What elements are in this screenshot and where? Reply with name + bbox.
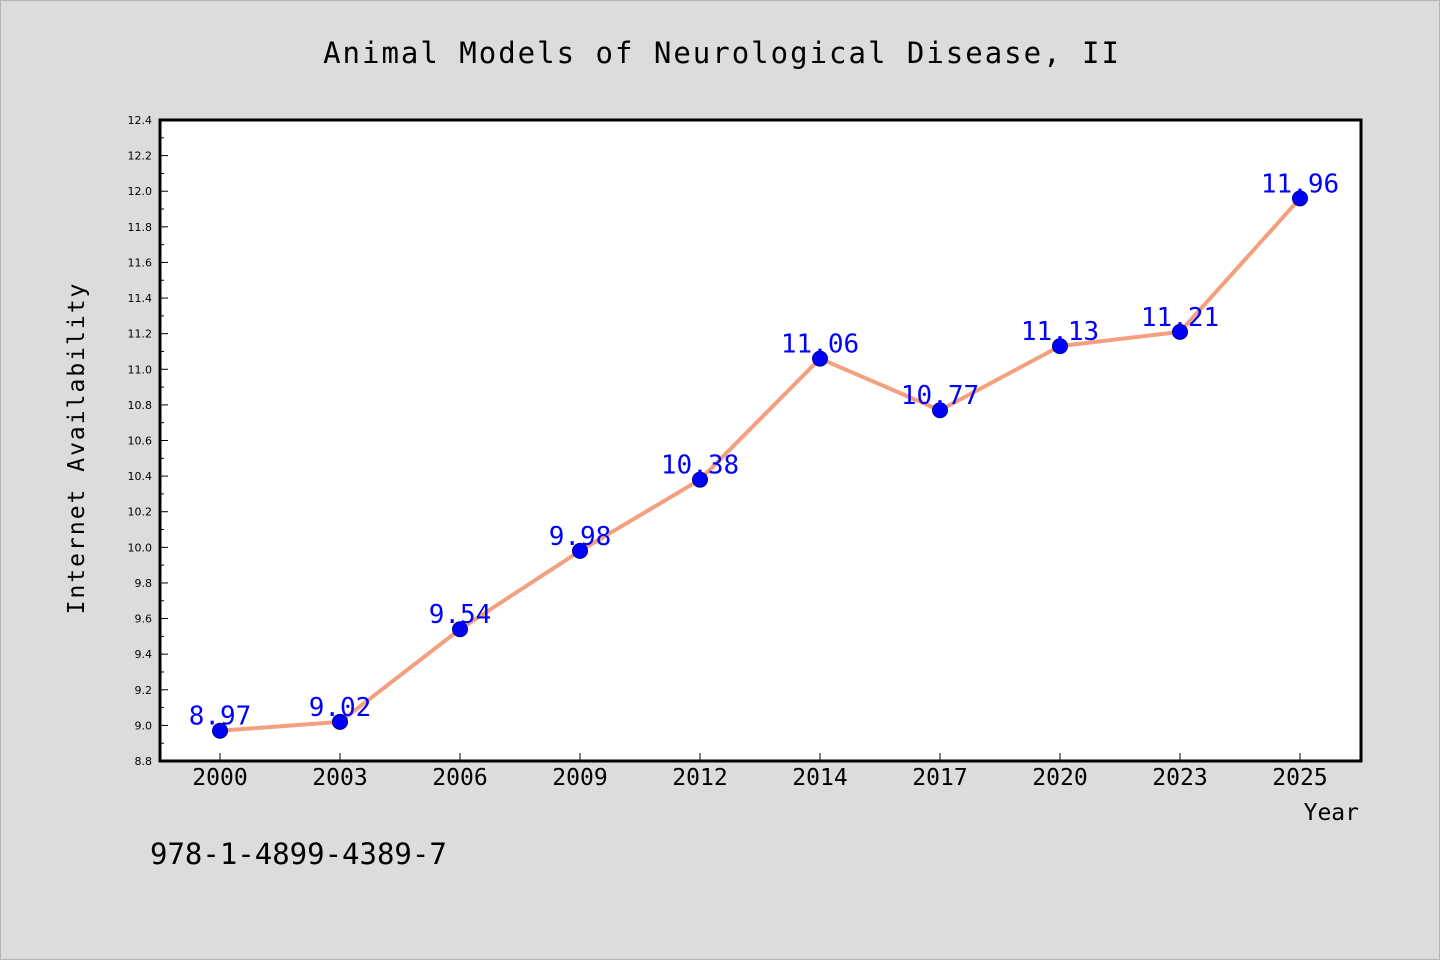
- data-point-label: 10.38: [661, 451, 739, 481]
- data-point-marker: [1052, 338, 1068, 355]
- y-tick-label: 10.2: [128, 506, 153, 519]
- y-tick-label: 11.8: [128, 221, 153, 234]
- x-tick-label: 2020: [1032, 765, 1087, 791]
- series-group: 8.97 9.02 9.54 9.98 10.38 11.06 10.77 11.13 11.2…: [189, 169, 1339, 739]
- data-point-label: 9.98: [549, 522, 612, 552]
- data-point-marker: [452, 621, 468, 638]
- y-tick-label: 11.0: [128, 363, 153, 376]
- data-point-label: 11.21: [1141, 303, 1219, 333]
- data-point-label: 10.77: [901, 381, 979, 411]
- x-tick-label: 2023: [1152, 765, 1207, 791]
- x-axis-ticks: 2000 2003 2006 2009 2012 2014 2017 2020 2023 2025: [192, 753, 1328, 791]
- data-point-marker: [332, 713, 348, 730]
- y-tick-label: 10.6: [128, 435, 153, 448]
- y-tick-label: 11.4: [128, 292, 153, 305]
- y-tick-label: 10.8: [128, 399, 153, 412]
- x-tick-label: 2012: [672, 765, 727, 791]
- x-tick-label: 2017: [912, 765, 967, 791]
- x-tick-label: 2014: [792, 765, 847, 791]
- data-point-marker: [692, 471, 708, 488]
- y-tick-label: 10.4: [128, 470, 153, 483]
- y-tick-label: 10.0: [128, 541, 153, 554]
- y-tick-label: 9.8: [135, 577, 153, 590]
- y-tick-label: 11.6: [128, 256, 153, 269]
- data-point-marker: [1292, 190, 1308, 207]
- y-tick-label: 9.6: [135, 613, 153, 626]
- y-tick-label: 9.0: [135, 719, 153, 732]
- y-tick-label: 9.4: [135, 648, 153, 661]
- x-tick-label: 2000: [192, 765, 247, 791]
- data-point-marker: [572, 542, 588, 559]
- y-tick-label: 12.4: [128, 114, 153, 127]
- y-tick-label: 9.2: [135, 684, 153, 697]
- data-point-label: 9.54: [429, 600, 492, 630]
- y-tick-label: 11.2: [128, 328, 153, 341]
- plot-area: [160, 120, 1361, 761]
- data-point-label: 11.13: [1021, 317, 1099, 347]
- y-tick-label: 8.8: [135, 755, 153, 768]
- plot-border: [158, 118, 1363, 763]
- y-axis-ticks: 8.8 9.0 9.2 9.4 9.6 9.8 10.0 10.2 10.4 10.6 10.8 11…: [128, 114, 168, 768]
- data-point-label: 11.06: [781, 330, 859, 360]
- data-point-marker: [812, 350, 828, 367]
- chart-title: Animal Models of Neurological Disease, I…: [323, 36, 1121, 70]
- x-axis-label: Year: [1304, 800, 1359, 826]
- x-tick-label: 2009: [552, 765, 607, 791]
- data-point-label: 9.02: [309, 693, 372, 723]
- data-point-marker: [212, 722, 228, 739]
- data-point-marker: [1172, 323, 1188, 340]
- footer-isbn: 978-1-4899-4389-7: [150, 837, 447, 871]
- x-tick-label: 2025: [1272, 765, 1327, 791]
- y-tick-label: 12.2: [128, 150, 153, 163]
- y-tick-label: 12.0: [128, 185, 153, 198]
- y-axis-label: Internet Availability: [64, 282, 90, 615]
- x-tick-label: 2003: [312, 765, 367, 791]
- data-point-marker: [932, 402, 948, 419]
- x-tick-label: 2006: [432, 765, 487, 791]
- data-point-label: 11.96: [1261, 169, 1339, 199]
- data-point-label: 8.97: [189, 702, 252, 732]
- series-line: [218, 196, 1302, 733]
